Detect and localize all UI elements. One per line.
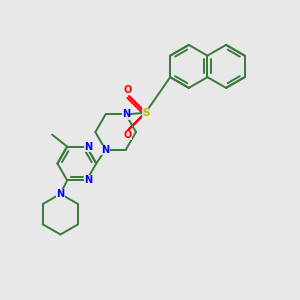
Text: O: O (124, 85, 132, 95)
Text: N: N (56, 189, 64, 199)
Text: O: O (124, 130, 132, 140)
Text: N: N (101, 145, 110, 155)
Text: N: N (84, 175, 92, 185)
Text: N: N (84, 142, 92, 152)
Text: N: N (122, 110, 130, 119)
Text: S: S (142, 108, 149, 118)
